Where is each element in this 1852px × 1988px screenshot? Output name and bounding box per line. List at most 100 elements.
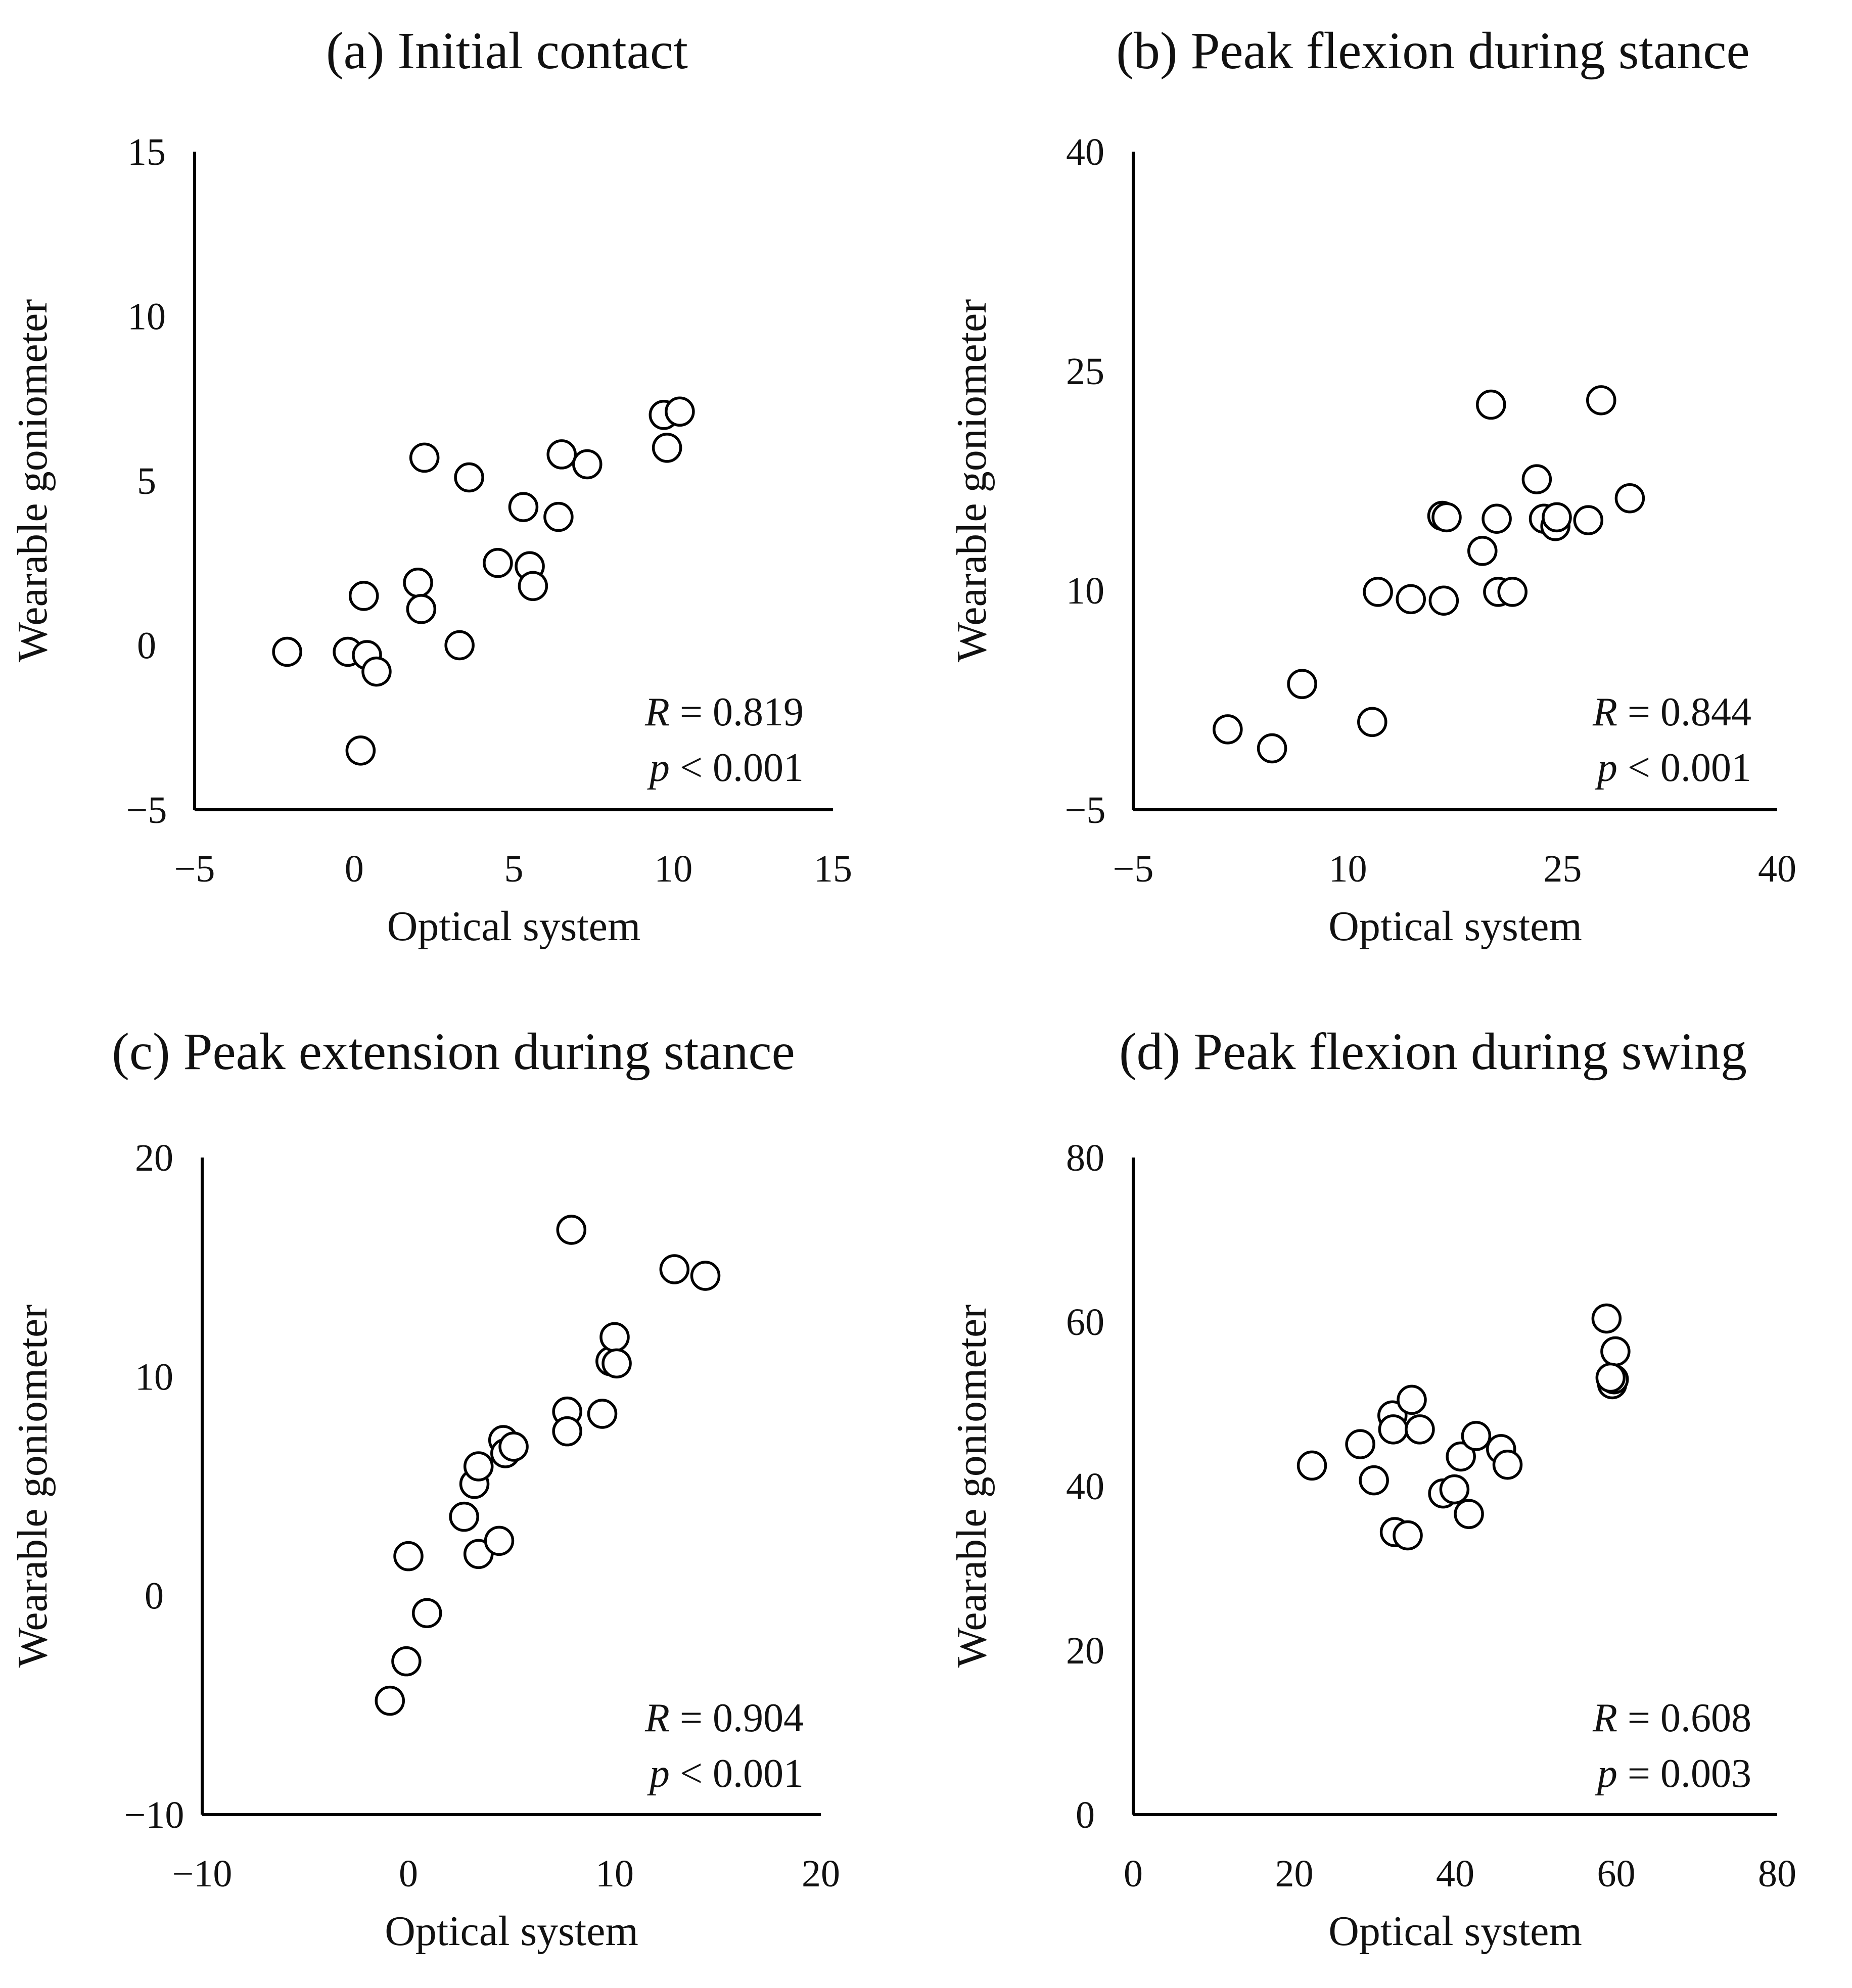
y-tick-label: −10 xyxy=(124,1794,184,1836)
x-tick-label: 40 xyxy=(1436,1853,1474,1895)
y-tick-label: 40 xyxy=(1066,1465,1104,1508)
data-point xyxy=(690,1261,721,1291)
data-point xyxy=(484,1525,515,1556)
data-point xyxy=(546,439,577,470)
y-tick-label: 0 xyxy=(1076,1794,1095,1836)
scatter-panel-4: (d) Peak flexion during swing 0 20 40 60 80 0 2… xyxy=(948,1023,1796,1955)
data-point xyxy=(1257,733,1287,764)
data-point xyxy=(1363,577,1393,607)
data-point xyxy=(665,396,695,427)
y-tick-label: 5 xyxy=(137,460,156,502)
r-symbol: R xyxy=(644,690,670,734)
data-point xyxy=(1287,669,1317,699)
data-point xyxy=(659,1254,690,1284)
x-axis-label: Optical system xyxy=(1328,1908,1582,1955)
data-point xyxy=(587,1399,618,1429)
y-tick-label: 80 xyxy=(1066,1137,1104,1179)
r-symbol: R xyxy=(1592,1696,1617,1740)
chart-title: (c) Peak extension during stance xyxy=(112,1023,795,1081)
x-tick-label: 80 xyxy=(1758,1853,1796,1895)
data-point xyxy=(508,492,539,522)
y-tick-label: 10 xyxy=(1066,570,1104,612)
data-point xyxy=(483,548,513,578)
p-symbol: p xyxy=(647,746,670,790)
x-tick-label: 60 xyxy=(1597,1853,1636,1895)
data-point xyxy=(463,1451,494,1482)
data-point xyxy=(393,1541,424,1571)
data-point xyxy=(403,568,433,598)
y-tick-label: 15 xyxy=(127,131,166,173)
data-point xyxy=(1393,1520,1423,1551)
data-point xyxy=(1357,707,1387,737)
data-point xyxy=(1359,1465,1389,1496)
y-axis-label: Wearable goniometer xyxy=(948,299,995,663)
p-statistic: p = 0.003 xyxy=(1595,1751,1751,1796)
data-point xyxy=(1213,714,1243,745)
data-point xyxy=(1591,1303,1622,1334)
data-point xyxy=(361,656,392,687)
y-tick-label: −5 xyxy=(1065,789,1106,831)
r-symbol: R xyxy=(644,1696,670,1740)
r-value: = 0.819 xyxy=(670,690,804,734)
data-point xyxy=(556,1215,587,1245)
x-axis-label: Optical system xyxy=(387,903,641,950)
x-tick-label: 20 xyxy=(1275,1853,1314,1895)
x-tick-label: 40 xyxy=(1758,848,1796,890)
y-tick-label: 60 xyxy=(1066,1301,1104,1344)
data-point xyxy=(1614,483,1645,514)
data-point xyxy=(1397,1384,1427,1415)
x-tick-label: −5 xyxy=(1113,848,1154,890)
p-value: < 0.001 xyxy=(670,746,804,790)
data-point xyxy=(1428,585,1459,616)
data-point xyxy=(391,1646,422,1677)
data-point xyxy=(1586,385,1616,415)
data-point xyxy=(454,462,484,493)
data-point xyxy=(1396,584,1426,615)
x-tick-label: 0 xyxy=(345,848,364,890)
scatter-panel-3: (c) Peak extension during stance −10 0 10 20… xyxy=(9,1023,840,1955)
data-point xyxy=(552,1416,582,1447)
x-axis-label: Optical system xyxy=(1328,903,1582,950)
p-statistic: p < 0.001 xyxy=(1595,746,1751,790)
data-point xyxy=(449,1501,479,1532)
data-point xyxy=(1595,1362,1626,1393)
data-point xyxy=(375,1685,405,1716)
r-statistic: R = 0.844 xyxy=(1592,690,1751,734)
data-point xyxy=(498,1431,529,1462)
data-point xyxy=(543,501,574,532)
data-point xyxy=(1454,1499,1484,1529)
data-point xyxy=(348,581,379,611)
data-point xyxy=(1405,1414,1435,1445)
x-tick-label: 0 xyxy=(1124,1853,1143,1895)
data-point xyxy=(599,1322,630,1353)
p-value: = 0.003 xyxy=(1617,1751,1751,1796)
data-point xyxy=(1521,464,1552,494)
x-tick-label: 10 xyxy=(1329,848,1367,890)
data-point xyxy=(1461,1421,1492,1451)
data-point xyxy=(1492,1450,1523,1480)
data-point xyxy=(1431,502,1462,533)
scatter-panel-2: (b) Peak flexion during stance −5 10 25 40 −5… xyxy=(948,22,1796,950)
data-point xyxy=(1345,1429,1375,1459)
data-point xyxy=(572,449,603,480)
r-value: = 0.608 xyxy=(1617,1696,1751,1740)
y-tick-label: 10 xyxy=(135,1356,173,1398)
data-point xyxy=(1476,389,1506,420)
x-tick-label: 0 xyxy=(399,1853,418,1895)
data-point xyxy=(1378,1414,1409,1445)
data-point xyxy=(444,630,475,661)
x-tick-label: 5 xyxy=(504,848,524,890)
data-point xyxy=(409,442,440,473)
r-value: = 0.844 xyxy=(1617,690,1751,734)
data-point xyxy=(411,1598,442,1629)
x-tick-label: 10 xyxy=(654,848,692,890)
p-symbol: p xyxy=(1595,746,1617,790)
chart-title: (d) Peak flexion during swing xyxy=(1119,1023,1747,1081)
data-point xyxy=(1297,1450,1327,1481)
y-axis-label: Wearable goniometer xyxy=(9,1305,56,1668)
x-tick-label: −10 xyxy=(172,1853,233,1895)
y-tick-label: −5 xyxy=(126,789,167,831)
data-point xyxy=(1497,577,1527,607)
y-tick-label: 10 xyxy=(127,296,166,338)
